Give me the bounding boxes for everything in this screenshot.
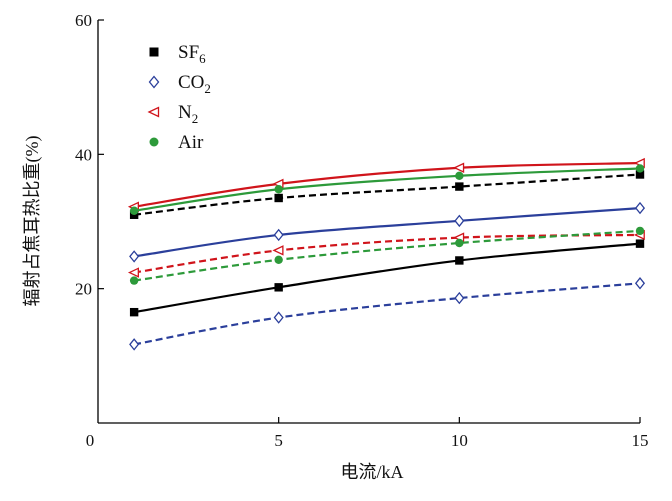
series-n2-solid <box>127 157 645 212</box>
data-point <box>634 201 646 215</box>
series-co2-solid <box>129 201 646 263</box>
series-line <box>133 167 641 212</box>
axes: 0 5 10 15 20 40 60 <box>75 11 649 450</box>
data-point <box>129 276 139 285</box>
series-line <box>133 233 641 274</box>
data-point <box>274 185 283 194</box>
data-point <box>635 226 645 236</box>
series-line <box>133 229 641 282</box>
series-co2-dashed <box>129 277 646 351</box>
data-point <box>273 311 284 324</box>
legend-marker <box>147 106 160 118</box>
data-point <box>635 164 645 173</box>
legend-label: CO2 <box>178 72 211 96</box>
y-axis-title: 辐射占焦耳热比重(%) <box>22 136 43 307</box>
series-layer <box>127 157 646 351</box>
series-air-dashed <box>129 226 645 285</box>
data-point <box>274 255 283 264</box>
data-point <box>273 228 284 242</box>
series-line <box>133 242 641 314</box>
y-tick-label: 60 <box>75 11 92 30</box>
legend-marker <box>149 47 159 57</box>
data-point <box>455 182 464 191</box>
data-point <box>129 206 139 215</box>
series-air-solid <box>129 164 645 215</box>
series-line <box>133 206 641 258</box>
legend-item: CO2 <box>148 72 211 96</box>
series-line <box>133 161 641 208</box>
legend-item: Air <box>149 132 204 153</box>
data-point <box>634 277 646 290</box>
data-point <box>454 291 465 305</box>
legend-label: N2 <box>178 102 198 126</box>
x-tick-label: 15 <box>632 431 649 450</box>
data-point <box>127 267 139 278</box>
data-point <box>455 171 464 181</box>
legend-item: SF6 <box>149 42 206 66</box>
legend-label: Air <box>178 132 204 153</box>
data-point <box>129 307 139 317</box>
data-point <box>129 250 140 263</box>
series-line <box>134 173 641 216</box>
x-tick-label: 10 <box>451 431 468 450</box>
data-point <box>453 162 465 173</box>
series-sf6-solid <box>129 239 645 317</box>
data-point <box>455 256 464 265</box>
data-point <box>274 283 283 292</box>
y-tick-label: 40 <box>75 145 92 164</box>
data-point <box>635 239 645 248</box>
legend-marker <box>149 137 159 147</box>
data-point <box>274 193 283 203</box>
x-tick-label: 0 <box>86 431 95 450</box>
x-axis-title: 电流/kA <box>341 462 404 482</box>
legend: SF6 CO2 N2 Air <box>147 42 211 153</box>
data-point <box>635 170 645 179</box>
legend-item: N2 <box>147 102 198 126</box>
data-point <box>455 238 464 248</box>
data-point <box>454 214 465 228</box>
x-tick-label: 5 <box>274 431 283 450</box>
series-line <box>133 282 641 346</box>
legend-label: SF6 <box>178 42 206 66</box>
data-point <box>272 245 284 256</box>
y-tick-label: 20 <box>75 280 92 299</box>
legend-marker <box>148 75 160 89</box>
data-point <box>129 338 140 351</box>
